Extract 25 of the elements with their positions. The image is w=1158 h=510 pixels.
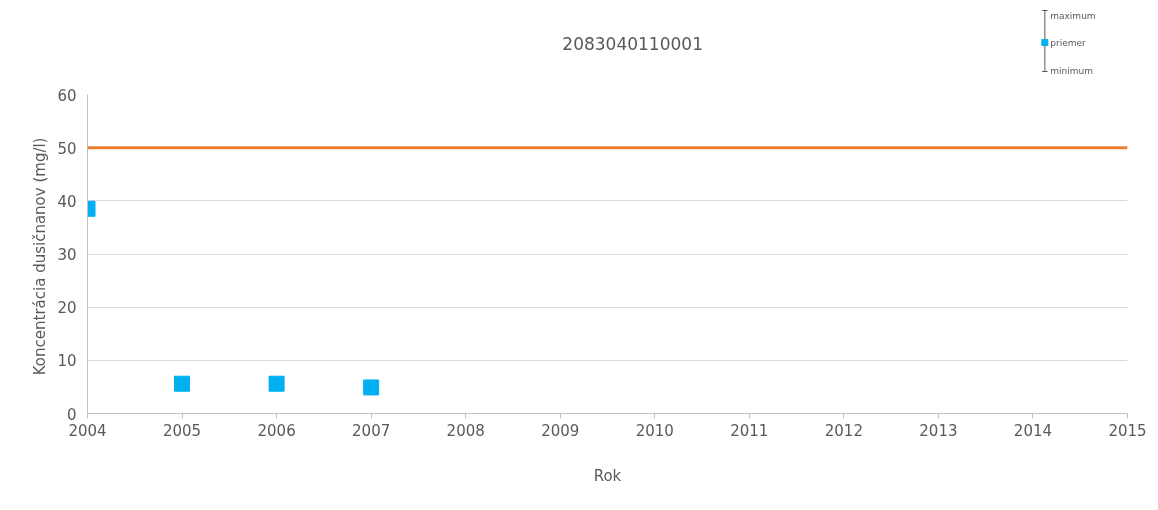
x-tick-label: 2015 [1108,421,1147,440]
text: minimum [1050,65,1093,76]
x-axis-title: Rok [593,466,622,485]
x-tick-label: 2010 [635,421,674,440]
x-tick-label: 2006 [257,421,296,440]
y-tick-label: 10 [57,352,77,371]
y-tick-label: 50 [57,139,77,158]
x-tick-label: 2005 [162,421,202,440]
x-tick-label: 2007 [352,421,391,440]
x-tick-label: 2011 [730,421,769,440]
x-tick-label: 2004 [68,421,107,440]
chart-title: 2083040110001 [562,34,703,54]
legend-label: priemer [1050,37,1087,48]
x-tick-label: 2014 [1013,421,1053,440]
x-tick-label: 2008 [446,421,485,440]
y-tick-label: 40 [57,192,77,211]
y-tick-label: 20 [57,299,77,318]
y-tick-label: 60 [57,86,77,105]
x-tick-label: 2009 [541,421,580,440]
x-tick-label: 2013 [919,421,958,440]
y-tick-label: 0 [66,405,77,424]
text: maximum [1050,10,1096,21]
x-tick-label: 2012 [824,421,863,440]
y-tick-label: 30 [57,246,77,264]
y-axis-title: Koncentrácia dusičnanov (mg/l) [31,137,50,376]
